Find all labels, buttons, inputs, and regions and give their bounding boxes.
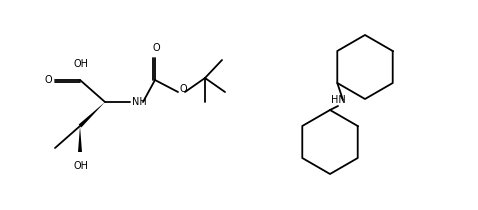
Text: O: O bbox=[152, 43, 160, 53]
Text: OH: OH bbox=[74, 161, 88, 171]
Text: O: O bbox=[180, 84, 188, 94]
Polygon shape bbox=[78, 102, 105, 127]
Text: HN: HN bbox=[331, 95, 346, 105]
Text: OH: OH bbox=[74, 59, 88, 69]
Text: NH: NH bbox=[132, 97, 147, 107]
Text: O: O bbox=[44, 75, 52, 85]
Polygon shape bbox=[78, 126, 82, 152]
